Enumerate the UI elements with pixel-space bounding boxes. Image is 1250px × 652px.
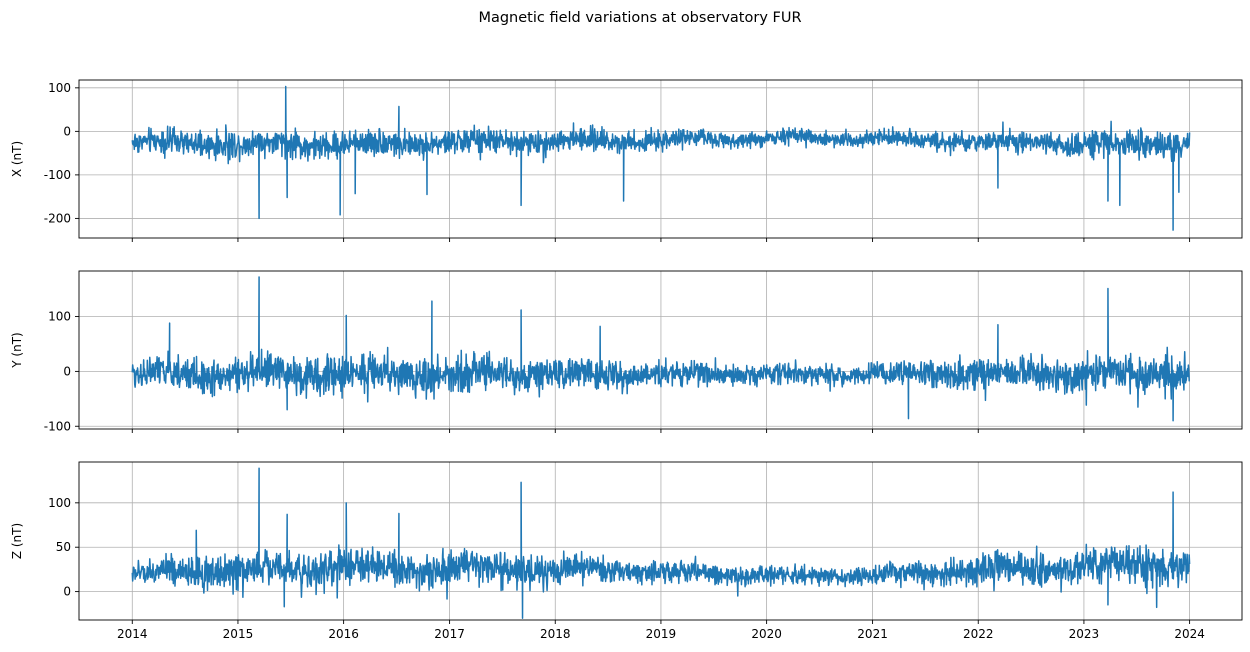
x-axis xyxy=(131,238,1191,242)
grid xyxy=(79,80,1242,238)
x-tick-label: 2021 xyxy=(857,627,888,641)
x-axis xyxy=(131,429,1191,433)
x-tick-label: 2020 xyxy=(751,627,782,641)
y-tick-label: 100 xyxy=(48,310,71,324)
x-tick-label: 2014 xyxy=(117,627,148,641)
y-axis: 100 0 -100 xyxy=(44,310,79,433)
y-tick-label: 0 xyxy=(63,585,71,599)
x-tick-label: 2015 xyxy=(223,627,254,641)
y-tick-label: 100 xyxy=(48,81,71,95)
grid xyxy=(79,462,1242,620)
y-tick-label: 100 xyxy=(48,496,71,510)
y-tick-label: 0 xyxy=(63,124,71,138)
x-tick-label: 2022 xyxy=(963,627,994,641)
x-tick-label: 2024 xyxy=(1174,627,1205,641)
series-line xyxy=(131,85,1191,231)
y-tick-label: 0 xyxy=(63,364,71,378)
y-axis-label: Z (nT) xyxy=(10,523,24,559)
panel-2: 100 0 -100 Y (nT) xyxy=(10,270,1243,433)
x-tick-label: 2019 xyxy=(646,627,677,641)
y-axis-label: Y (nT) xyxy=(10,332,24,368)
figure-title: Magnetic field variations at observatory… xyxy=(478,10,801,26)
y-axis-label: X (nT) xyxy=(10,141,24,177)
x-tick-label: 2016 xyxy=(328,627,359,641)
x-tick-label: 2018 xyxy=(540,627,571,641)
y-axis: 100 0 -100 -200 xyxy=(44,81,79,225)
series-line xyxy=(131,276,1190,422)
y-tick-label: -200 xyxy=(44,211,71,225)
x-tick-label: 2023 xyxy=(1069,627,1100,641)
y-tick-label: -100 xyxy=(44,419,71,433)
panels-container: 100 0 -100 -200 X (nT) 100 0 -100 Y (nT) 100 50 0 20… xyxy=(10,79,1243,641)
y-axis: 100 50 0 xyxy=(48,496,79,599)
series-line xyxy=(131,467,1191,619)
y-tick-label: -100 xyxy=(44,168,71,182)
y-tick-label: 50 xyxy=(56,540,71,554)
panel-1: 100 0 -100 -200 X (nT) xyxy=(10,79,1243,242)
x-tick-label: 2017 xyxy=(434,627,465,641)
x-axis: 2014 2015 2016 2017 2018 2019 2020 2021 2022 2023… xyxy=(117,620,1205,641)
